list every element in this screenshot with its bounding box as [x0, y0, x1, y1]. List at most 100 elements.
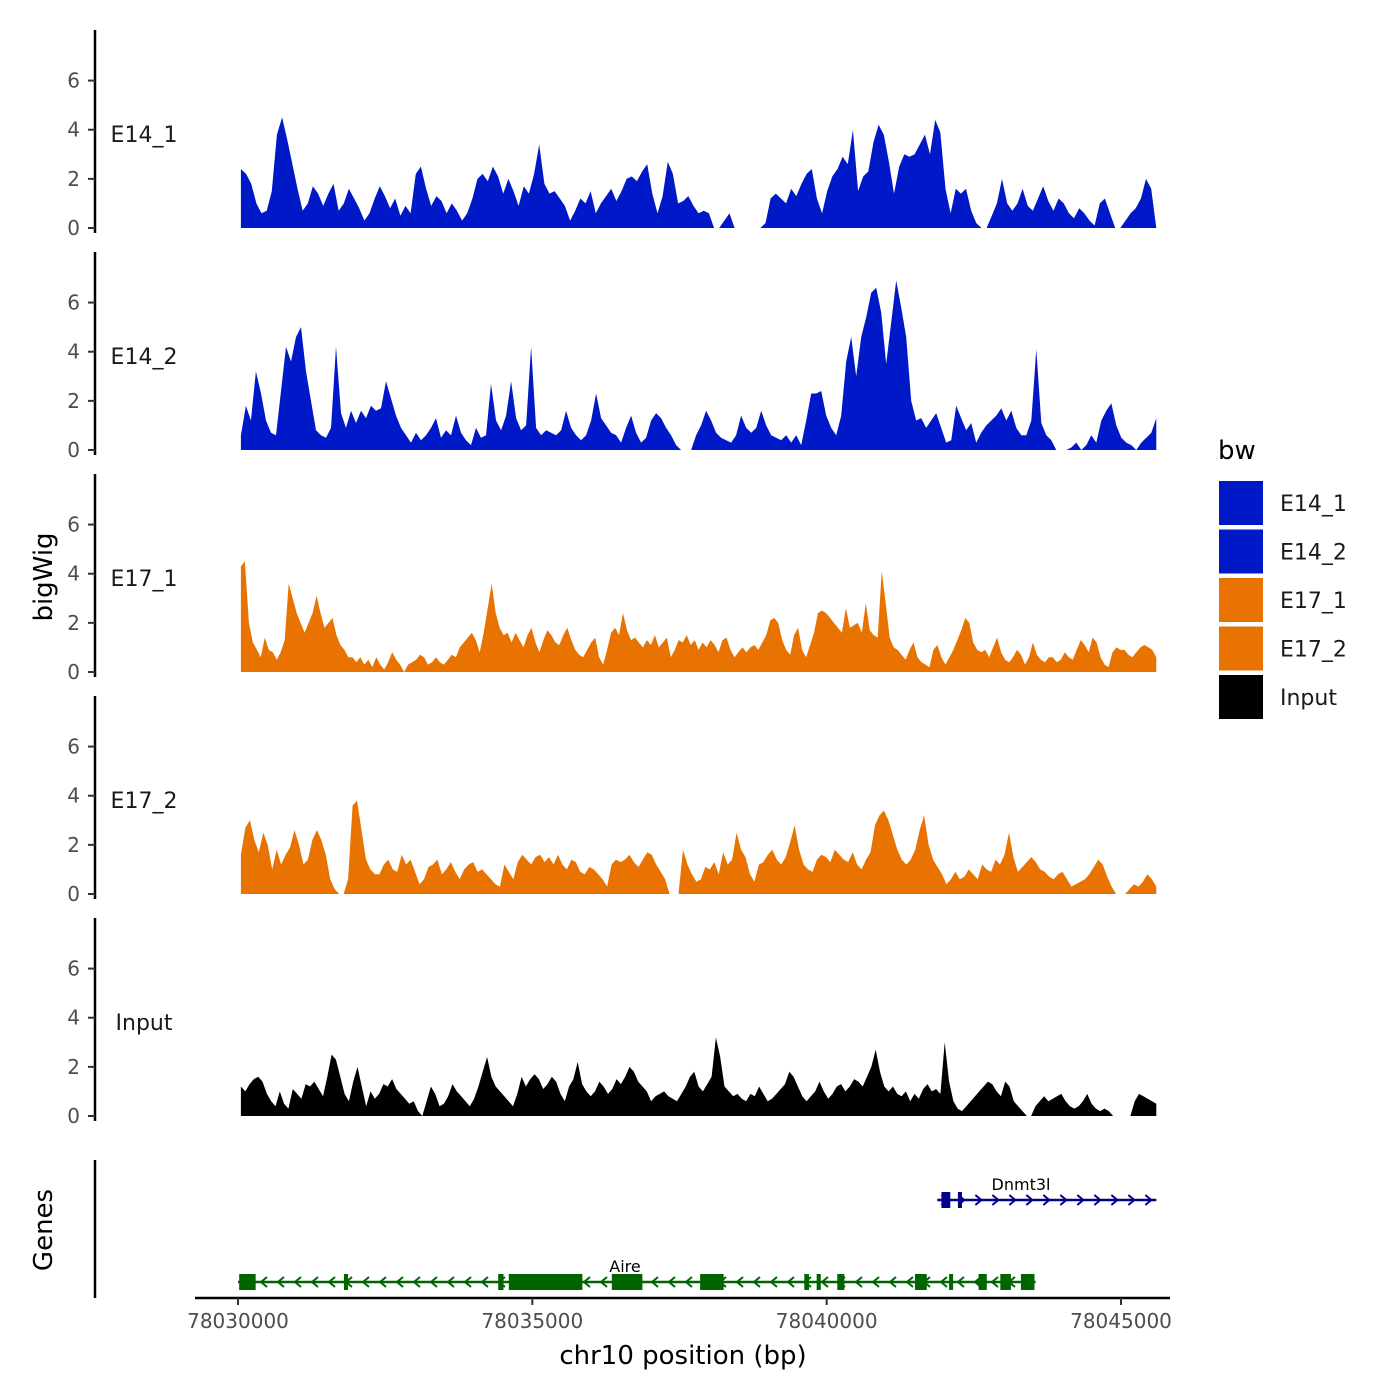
- strand-arrow: [259, 1276, 268, 1288]
- strand-arrow: [684, 1276, 693, 1288]
- strand-arrow: [871, 1276, 880, 1288]
- strand-arrow: [820, 1276, 829, 1288]
- track-label: E14_1: [111, 123, 178, 148]
- strand-arrow: [974, 1194, 983, 1206]
- exon: [508, 1274, 583, 1290]
- strand-arrow: [939, 1276, 948, 1288]
- strand-arrow: [327, 1276, 336, 1288]
- strand-arrow: [378, 1276, 387, 1288]
- legend-label-E17_1: E17_1: [1280, 589, 1347, 614]
- gene-Dnmt3l: Dnmt3l: [937, 1175, 1157, 1208]
- exon: [949, 1274, 954, 1290]
- track-E14_2: 0 2 4 6 E14_2: [67, 252, 1157, 462]
- gene-name-label: Aire: [609, 1257, 640, 1276]
- exon: [1020, 1274, 1035, 1290]
- legend-swatch-Input: [1219, 675, 1263, 719]
- strand-arrow: [786, 1276, 795, 1288]
- strand-arrow: [667, 1276, 676, 1288]
- y-tick-label: 6: [67, 957, 80, 981]
- strand-arrow: [446, 1276, 455, 1288]
- legend-label-E14_2: E14_2: [1280, 541, 1347, 566]
- x-axis-title: chr10 position (bp): [559, 1341, 806, 1371]
- y-tick-label: 4: [67, 340, 80, 364]
- strand-arrow: [991, 1194, 1000, 1206]
- exon: [804, 1274, 810, 1290]
- track-E17_2: 0 2 4 6 E17_2: [67, 696, 1157, 906]
- signal-area-E14_2: [240, 280, 1157, 450]
- genes-axis-title: Genes: [29, 1189, 59, 1271]
- exon: [611, 1274, 643, 1290]
- strand-arrow: [1076, 1194, 1085, 1206]
- strand-arrow: [310, 1276, 319, 1288]
- signal-area-E17_1: [240, 561, 1157, 672]
- genes-panel: Dnmt3l Aire: [93, 1160, 1157, 1298]
- track-label: E17_2: [111, 789, 178, 814]
- track-E14_1: 0 2 4 6 E14_1: [67, 30, 1157, 240]
- y-tick-label: 6: [67, 735, 80, 759]
- y-tick-label: 2: [67, 1055, 80, 1079]
- strand-arrow: [599, 1276, 608, 1288]
- y-tick-label: 6: [67, 291, 80, 315]
- y-tick-label: 4: [67, 1006, 80, 1030]
- strand-arrow: [650, 1276, 659, 1288]
- strand-arrow: [735, 1276, 744, 1288]
- legend-swatch-E17_1: [1219, 578, 1263, 622]
- y-tick-label: 0: [67, 882, 80, 906]
- track-E17_1: 0 2 4 6 E17_1: [67, 474, 1157, 684]
- gene-name-label: Dnmt3l: [992, 1175, 1051, 1194]
- exon: [1000, 1274, 1011, 1290]
- y-tick-label: 4: [67, 118, 80, 142]
- legend-swatch-E14_2: [1219, 529, 1263, 574]
- strand-arrow: [412, 1276, 421, 1288]
- y-tick-label: 4: [67, 562, 80, 586]
- legend: bw E14_1 E14_2 E17_1 E17_2 Input: [1218, 436, 1347, 719]
- strand-arrow: [361, 1276, 370, 1288]
- strand-arrow: [429, 1276, 438, 1288]
- exon: [498, 1274, 504, 1290]
- strand-arrow: [1042, 1194, 1051, 1206]
- strand-arrow: [293, 1276, 302, 1288]
- exon: [914, 1274, 927, 1290]
- y-tick-label: 0: [67, 1104, 80, 1128]
- track-label: Input: [116, 1011, 173, 1036]
- strand-arrow: [990, 1276, 999, 1288]
- strand-arrow: [956, 1276, 965, 1288]
- strand-arrow: [1110, 1194, 1119, 1206]
- strand-arrow: [1144, 1194, 1153, 1206]
- y-axis-title: bigWig: [29, 532, 59, 621]
- strand-arrow: [854, 1276, 863, 1288]
- legend-swatch-E17_2: [1219, 626, 1263, 671]
- x-tick-label: 78030000: [187, 1309, 289, 1333]
- y-tick-label: 0: [67, 660, 80, 684]
- strand-arrow: [395, 1276, 404, 1288]
- y-tick-label: 2: [67, 389, 80, 413]
- y-tick-label: 6: [67, 513, 80, 537]
- x-tick-label: 78045000: [1070, 1309, 1172, 1333]
- gene-Aire: Aire: [238, 1257, 1036, 1290]
- legend-label-E14_1: E14_1: [1280, 492, 1347, 517]
- strand-arrow: [480, 1276, 489, 1288]
- track-panels: 0 2 4 6 E14_1 0 2 4 6 E14_2 0 2 4 6 E17_1 0 2 4 6 E17_2 0 2 4 6…: [67, 30, 1157, 1128]
- y-tick-label: 2: [67, 611, 80, 635]
- strand-arrow: [582, 1276, 591, 1288]
- strand-arrow: [1008, 1194, 1017, 1206]
- strand-arrow: [276, 1276, 285, 1288]
- track-label: E14_2: [111, 345, 178, 370]
- signal-area-E17_2: [240, 800, 1157, 894]
- exon: [700, 1274, 724, 1290]
- y-tick-label: 0: [67, 216, 80, 240]
- strand-arrow: [1093, 1194, 1102, 1206]
- x-axis: 78030000 78035000 78040000 78045000: [187, 1296, 1172, 1333]
- strand-arrow: [1025, 1194, 1034, 1206]
- legend-label-Input: Input: [1280, 686, 1337, 711]
- strand-arrow: [1127, 1194, 1136, 1206]
- strand-arrow: [888, 1276, 897, 1288]
- signal-area-Input: [240, 1037, 1157, 1116]
- strand-arrow: [752, 1276, 761, 1288]
- legend-title: bw: [1218, 436, 1256, 466]
- x-tick-label: 78035000: [481, 1309, 583, 1333]
- exon: [343, 1274, 349, 1290]
- strand-arrow: [769, 1276, 778, 1288]
- strand-arrow: [905, 1276, 914, 1288]
